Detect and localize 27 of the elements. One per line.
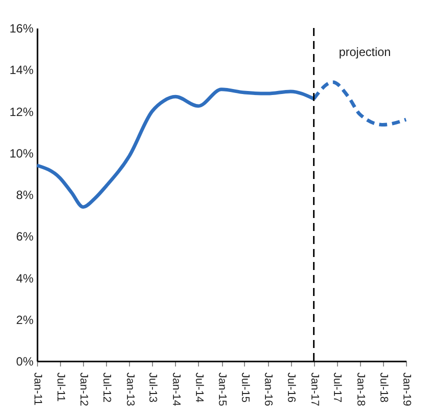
y-tick-label: 12% bbox=[9, 104, 34, 119]
x-tick-label: Jan-13 bbox=[124, 372, 136, 406]
x-tick-label: Jan-12 bbox=[78, 372, 90, 406]
y-tick-label: 16% bbox=[9, 22, 34, 36]
x-tick-label: Jul-13 bbox=[146, 372, 159, 402]
x-tick-label: Jul-14 bbox=[192, 372, 205, 402]
x-tick-label: Jul-16 bbox=[285, 372, 298, 402]
y-tick-label: 6% bbox=[16, 230, 34, 244]
y-tick-label: 10% bbox=[9, 146, 34, 160]
x-tick-label: Jan-16 bbox=[262, 372, 274, 406]
x-tick-label: Jul-12 bbox=[100, 372, 113, 402]
x-tick-label: Jan-11 bbox=[32, 372, 44, 406]
y-tick-label: 2% bbox=[16, 312, 34, 327]
x-tick-label: Jul-15 bbox=[238, 372, 251, 402]
x-tick-label: Jan-14 bbox=[170, 372, 182, 406]
x-tick-label: Jul-17 bbox=[331, 372, 344, 402]
y-tick-label: 14% bbox=[9, 63, 34, 78]
x-tick-label: Jan-18 bbox=[354, 372, 366, 406]
x-tick-label: Jul-18 bbox=[377, 372, 390, 402]
x-tick-label: Jan-17 bbox=[308, 372, 320, 406]
y-tick-label: 0% bbox=[16, 354, 34, 368]
x-tick-label: Jul-11 bbox=[54, 372, 66, 402]
x-tick-label: Jan-15 bbox=[216, 372, 228, 406]
y-tick-label: 8% bbox=[16, 188, 34, 202]
y-tick-label: 4% bbox=[16, 271, 34, 286]
x-tick-label: Jan-19 bbox=[400, 372, 412, 406]
ref-line-label: projection bbox=[338, 45, 391, 59]
